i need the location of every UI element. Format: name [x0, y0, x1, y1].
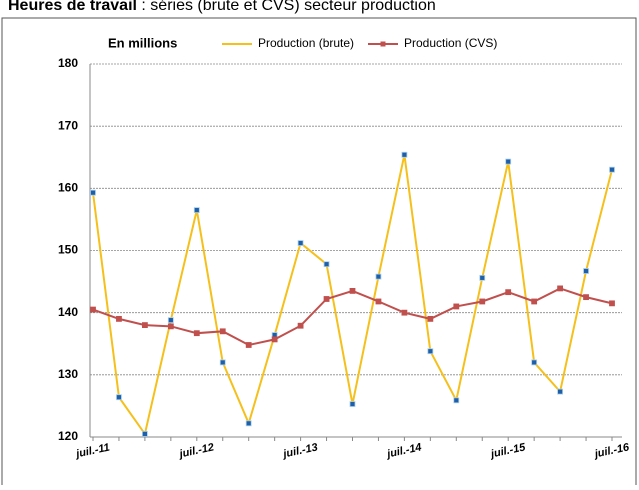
legend-marker [380, 41, 386, 47]
data-point [323, 296, 330, 302]
data-point [479, 274, 486, 281]
data-point [219, 359, 226, 366]
legend-label: Production (brute) [258, 36, 354, 50]
x-tick-label: juil.-13 [280, 441, 319, 460]
data-point [609, 166, 615, 173]
x-tick-label: juil.-16 [592, 441, 631, 461]
data-point [245, 420, 252, 427]
data-point [116, 315, 122, 322]
legend-label: Production (CVS) [404, 36, 497, 50]
frame [1, 17, 637, 489]
x-tick-label: juil.-12 [177, 441, 216, 460]
data-point [505, 158, 512, 165]
series-line [92, 154, 613, 437]
data-point [401, 309, 408, 316]
y-tick-label: 120 [58, 429, 78, 443]
data-point [116, 394, 122, 401]
data-point [557, 388, 563, 395]
y-tick-label: 180 [58, 56, 78, 70]
data-point [271, 336, 278, 343]
data-point [375, 273, 382, 280]
data-point [453, 397, 460, 404]
data-point [297, 240, 304, 246]
x-tick-label: juil.-14 [384, 441, 423, 460]
y-tick-label: 160 [58, 181, 78, 195]
data-point [167, 323, 174, 330]
data-point [141, 430, 148, 437]
y-tick-label: 150 [58, 243, 78, 257]
data-point [583, 268, 589, 274]
x-tick-label: juil.-15 [488, 441, 527, 461]
data-point [375, 298, 382, 305]
y-tick-label: 140 [58, 305, 78, 319]
data-point [427, 348, 434, 355]
data-point [531, 298, 538, 305]
data-point [505, 289, 512, 296]
data-point [349, 401, 356, 407]
data-point [427, 315, 434, 322]
data-point [167, 317, 174, 324]
data-point [323, 261, 330, 268]
y-tick-label: 170 [58, 118, 78, 132]
y-tick-label: 130 [58, 367, 78, 381]
data-point [609, 300, 615, 307]
data-point [349, 288, 356, 294]
data-point [479, 298, 486, 305]
title-rest: : séries (brute et CVS) secteur producti… [141, 0, 435, 14]
title-bold: Heures de travail [8, 0, 137, 14]
data-point [90, 189, 96, 196]
data-point [219, 328, 226, 335]
data-point [193, 207, 200, 213]
annotation: En millions [108, 35, 177, 50]
data-point [297, 322, 304, 329]
data-point [531, 359, 538, 366]
data-point [401, 151, 408, 158]
data-point [90, 306, 96, 313]
data-point [583, 294, 589, 301]
data-point [245, 342, 252, 348]
data-point [557, 285, 563, 292]
data-point [141, 322, 148, 329]
x-tick-label: juil.-11 [73, 442, 111, 461]
data-point [453, 303, 460, 310]
data-point [193, 330, 200, 337]
chart-title: Heures de travail : séries (brute et CVS… [8, 0, 436, 14]
